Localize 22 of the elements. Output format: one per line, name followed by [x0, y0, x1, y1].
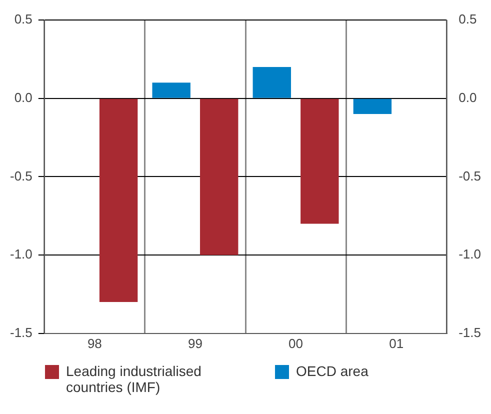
- bar: [200, 98, 238, 256]
- y-tick-label: -1.5: [10, 324, 32, 340]
- y2-tick-label: -1.5: [458, 324, 482, 340]
- y-tick-label: -1.0: [10, 246, 32, 262]
- bar: [252, 67, 291, 98]
- bar: [152, 82, 190, 98]
- y2-tick-label: 0.0: [458, 90, 477, 105]
- y-tick-label: -0.5: [10, 168, 32, 184]
- bar: [353, 98, 392, 114]
- x-tick-label: 01: [389, 336, 404, 351]
- y2-tick-label: -1.0: [458, 246, 482, 262]
- x-tick-label: 98: [87, 336, 102, 351]
- y2-tick-label: 0.5: [458, 12, 477, 27]
- bar: [300, 98, 339, 224]
- legend-label: OECD area: [296, 363, 368, 379]
- y2-tick-label: -0.5: [458, 168, 482, 184]
- y-tick-label: 0.5: [14, 12, 32, 27]
- x-tick-label: 99: [188, 336, 202, 351]
- legend-label: Leading industrialised countries (IMF): [66, 363, 202, 395]
- x-tick-label: 00: [288, 336, 304, 351]
- y-tick-label: 0.0: [14, 90, 32, 105]
- bar: [99, 98, 138, 302]
